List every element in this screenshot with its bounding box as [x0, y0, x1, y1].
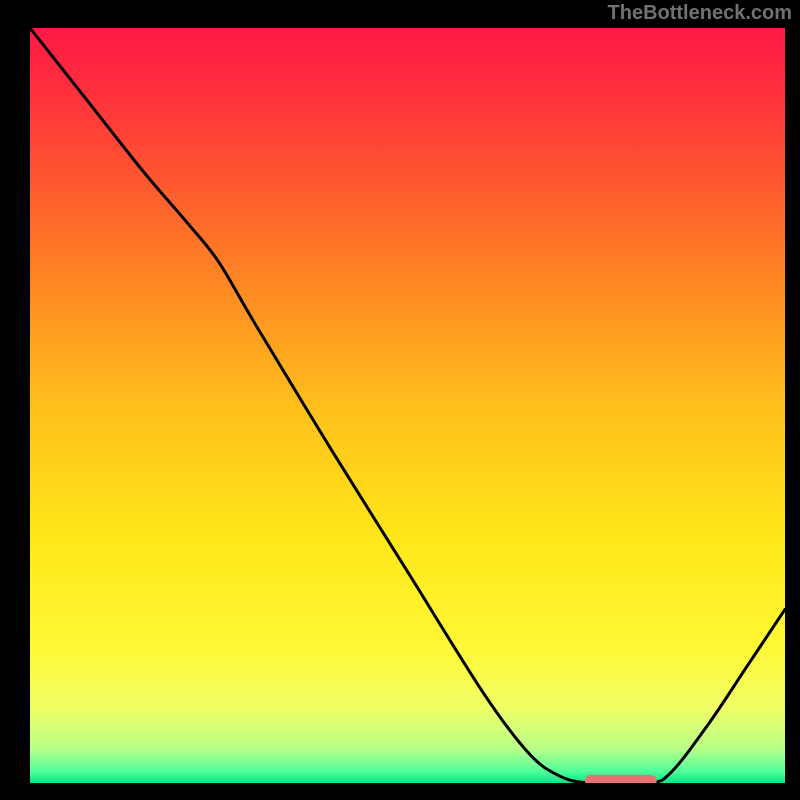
plot-area	[30, 28, 785, 783]
chart-container: TheBottleneck.com	[0, 0, 800, 800]
watermark-label: TheBottleneck.com	[608, 2, 792, 24]
curve-layer	[30, 28, 785, 783]
bottleneck-curve	[30, 28, 785, 783]
optimal-marker	[585, 775, 657, 783]
watermark-text: TheBottleneck.com	[608, 2, 792, 25]
